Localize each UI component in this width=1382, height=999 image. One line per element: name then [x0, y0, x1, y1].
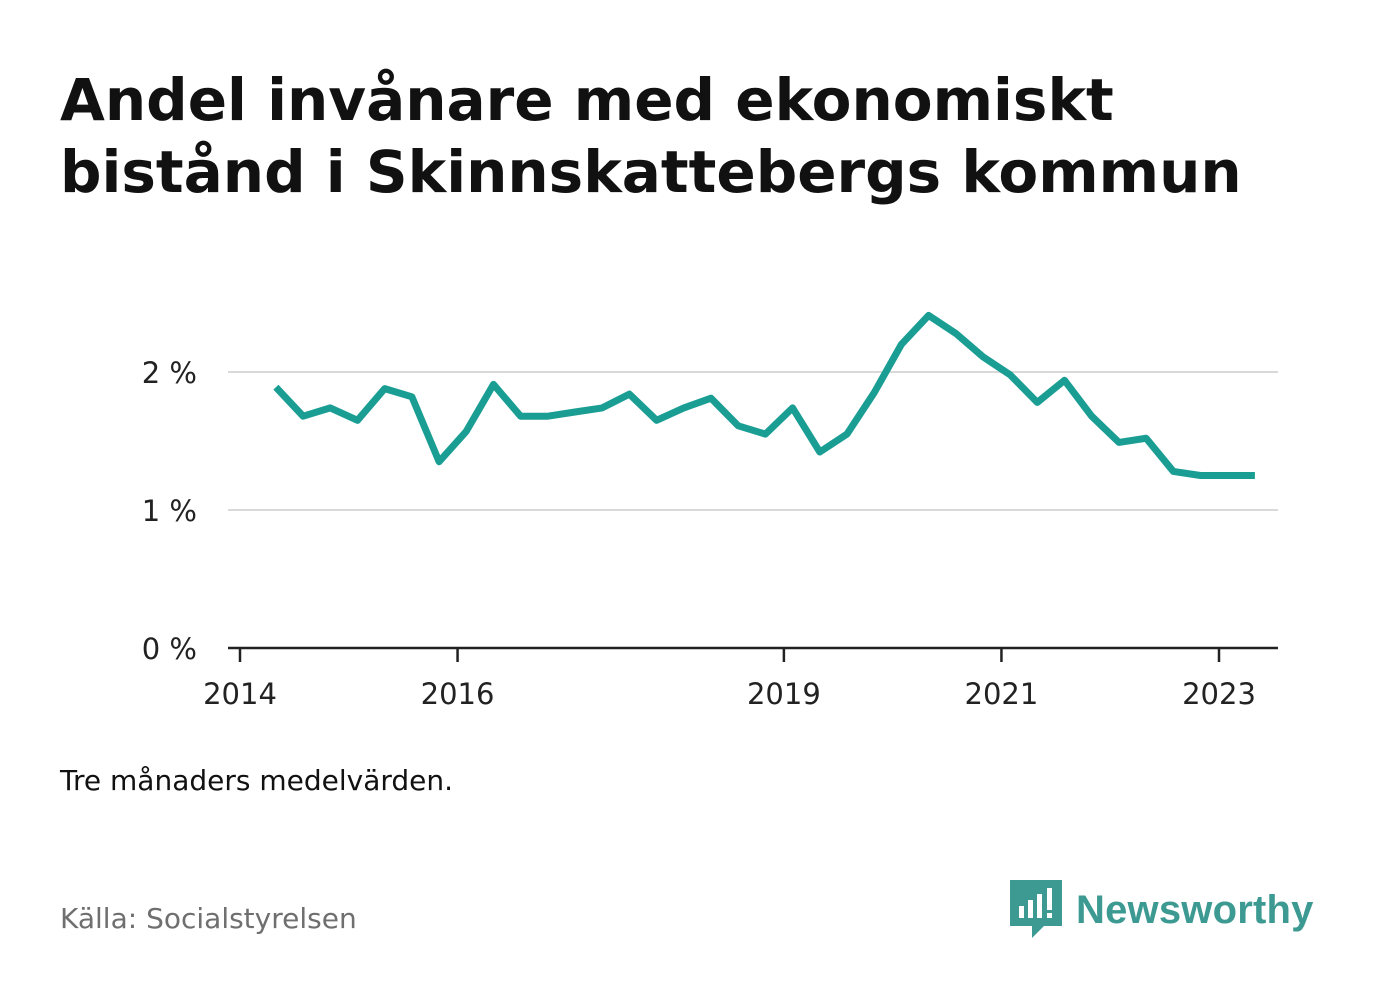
x-tick-label: 2021 [965, 677, 1039, 711]
source-credit: Källa: Socialstyrelsen [60, 902, 357, 935]
brand-name: Newsworthy [1076, 887, 1314, 932]
series-line [273, 311, 1255, 479]
chart-note: Tre månaders medelvärden. [60, 764, 454, 797]
chart-title: Andel invånare med ekonomiskt bistånd i … [60, 66, 1242, 206]
y-tick-label: 2 % [142, 356, 197, 390]
newsworthy-logo-icon [1010, 880, 1062, 938]
grid-lines [228, 371, 1278, 511]
y-tick-label: 1 % [142, 494, 197, 528]
x-tick-label: 2014 [203, 677, 277, 711]
x-axis-ticks: 2014 2016 2019 2021 2023 [203, 648, 1256, 711]
x-tick-label: 2016 [421, 677, 495, 711]
y-axis-labels: 0 % 1 % 2 % [142, 356, 197, 666]
x-tick-label: 2023 [1182, 677, 1256, 711]
newsworthy-logo: Newsworthy [1010, 880, 1314, 940]
y-tick-label: 0 % [142, 632, 197, 666]
x-tick-label: 2019 [747, 677, 821, 711]
